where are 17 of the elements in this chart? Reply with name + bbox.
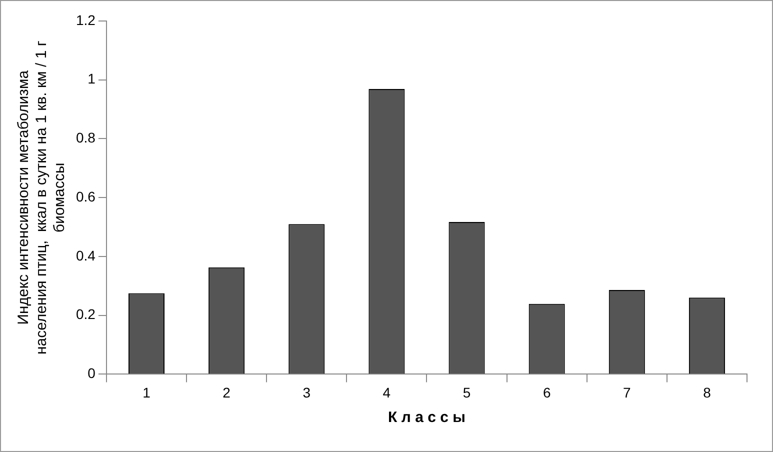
x-tick-label: 1 [142, 384, 151, 400]
y-tick-label: 0.4 [76, 247, 96, 264]
x-tick-label: 5 [462, 384, 471, 400]
y-tick-label: 0.6 [76, 188, 96, 204]
x-tick-label: 3 [302, 384, 311, 400]
x-axis-title: К л а с с ы [388, 409, 466, 426]
y-tick-label: 0 [88, 365, 96, 382]
y-axis-title: Индекс интенсивности метаболизма населения птиц, ккал в сутки на 1 кв. км / 1 г биомассы [15, 40, 68, 355]
y-tick-label: 0.2 [76, 306, 96, 322]
x-tick-label: 4 [382, 384, 391, 400]
y-tick-label: 0.8 [76, 130, 96, 146]
x-tick-label: 7 [623, 384, 631, 400]
y-tick-label: 1 [88, 70, 96, 87]
y-tick-label: 1.2 [76, 12, 96, 28]
x-tick-label: 2 [222, 384, 231, 400]
x-tick-label: 8 [703, 384, 712, 400]
x-tick-label: 6 [542, 384, 551, 400]
